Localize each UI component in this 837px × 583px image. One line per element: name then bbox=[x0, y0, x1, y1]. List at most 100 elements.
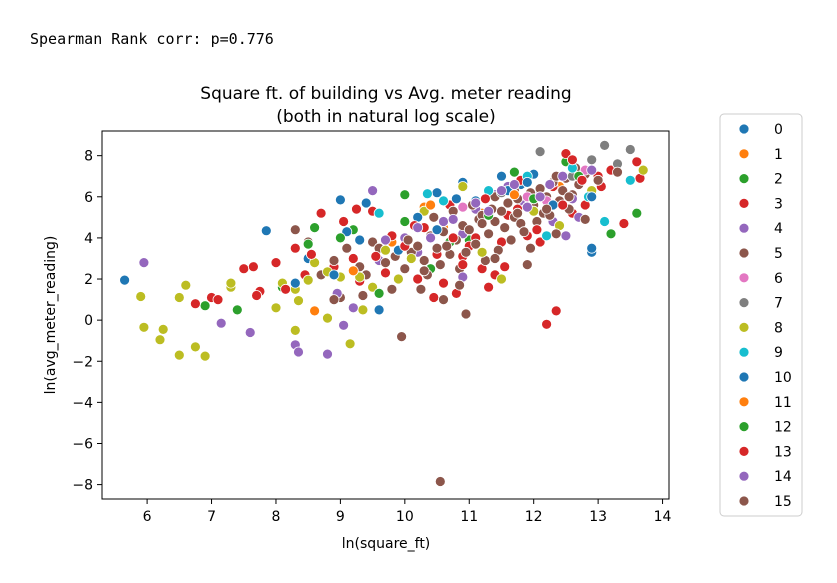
scatter-point-series-0 bbox=[354, 234, 366, 246]
legend-label: 8 bbox=[774, 320, 783, 336]
legend-marker bbox=[738, 495, 750, 507]
scatter-point-series-8 bbox=[199, 350, 211, 362]
scatter-point-series-8 bbox=[225, 277, 237, 289]
scatter-point-series-15 bbox=[357, 290, 369, 301]
scatter-point-series-5 bbox=[434, 259, 446, 271]
scatter-point-series-5 bbox=[380, 257, 391, 269]
scatter-point-series-5 bbox=[289, 224, 301, 236]
scatter-point-series-14 bbox=[586, 164, 598, 176]
scatter-point-series-10 bbox=[289, 277, 301, 289]
scatter-point-series-8 bbox=[476, 246, 488, 258]
legend-marker bbox=[738, 173, 750, 185]
legend-marker bbox=[738, 297, 750, 309]
scatter-point-series-13 bbox=[447, 232, 459, 244]
scatter-point-series-0 bbox=[260, 225, 272, 237]
scatter-point-series-13 bbox=[576, 174, 588, 186]
legend-label: 7 bbox=[774, 296, 783, 312]
scatter-point-series-15 bbox=[512, 207, 523, 219]
scatter-point-series-14 bbox=[138, 257, 150, 269]
x-axis-ticks: 6 7 8 9 10 11 12 13 14 bbox=[143, 499, 672, 525]
scatter-point-series-8 bbox=[380, 244, 391, 256]
legend-label: 1 bbox=[774, 147, 783, 163]
legend-label: 12 bbox=[774, 420, 792, 436]
scatter-point-series-15 bbox=[612, 166, 623, 178]
scatter-point-series-12 bbox=[373, 287, 385, 299]
scatter-point-series-3 bbox=[315, 207, 327, 219]
scatter-point-series-5 bbox=[460, 246, 472, 258]
legend-box bbox=[719, 113, 803, 517]
scatter-point-series-14 bbox=[425, 232, 437, 244]
x-axis-label: ln(square_ft) bbox=[342, 536, 431, 552]
scatter-point-series-9 bbox=[438, 195, 449, 207]
scatter-point-series-8 bbox=[357, 304, 369, 316]
x-tick-label: 10 bbox=[396, 509, 414, 525]
scatter-point-series-5 bbox=[367, 236, 379, 248]
scatter-point-series-13 bbox=[338, 216, 350, 227]
y-tick-label: −8 bbox=[72, 478, 93, 494]
scatter-point-series-2 bbox=[309, 222, 321, 234]
x-tick-label: 12 bbox=[525, 509, 543, 525]
legend-marker bbox=[738, 148, 750, 160]
scatter-point-series-15 bbox=[386, 283, 398, 295]
scatter-point-series-13 bbox=[305, 248, 317, 260]
scatter-point-series-13 bbox=[567, 154, 578, 166]
scatter-point-series-10 bbox=[586, 191, 598, 203]
scatter-point-series-2 bbox=[231, 304, 243, 316]
axes-frame bbox=[101, 130, 670, 500]
scatter-point-series-14 bbox=[322, 348, 333, 360]
scatter-point-series-8 bbox=[496, 273, 507, 285]
scatter-point-series-5 bbox=[460, 308, 472, 320]
scatter-point-series-15 bbox=[476, 218, 488, 229]
scatter-point-series-13 bbox=[280, 283, 292, 295]
scatter-point-series-14 bbox=[544, 179, 556, 190]
legend-label: 9 bbox=[774, 345, 783, 361]
scatter-point-series-14 bbox=[483, 205, 495, 217]
scatter-point-series-8 bbox=[344, 338, 356, 350]
scatter-point-series-15 bbox=[525, 242, 536, 254]
scatter-point-series-9 bbox=[624, 174, 636, 186]
scatter-point-series-6 bbox=[457, 201, 469, 213]
scatter-point-series-5 bbox=[399, 263, 411, 275]
scatter-point-series-3 bbox=[289, 242, 301, 254]
scatter-point-series-15 bbox=[441, 240, 453, 252]
x-tick-label: 11 bbox=[460, 509, 478, 525]
scatter-point-series-5 bbox=[415, 283, 427, 295]
scatter-point-series-15 bbox=[563, 191, 575, 203]
spearman-correlation-text: Spearman Rank corr: p=0.776 bbox=[30, 30, 274, 48]
scatter-point-series-9 bbox=[541, 230, 552, 242]
scatter-point-series-3 bbox=[270, 257, 282, 269]
scatter-point-series-5 bbox=[499, 222, 511, 234]
scatter-point-series-11 bbox=[425, 199, 437, 211]
legend-label: 6 bbox=[774, 271, 783, 287]
scatter-point-series-14 bbox=[412, 222, 424, 234]
scatter-point-series-7 bbox=[534, 146, 546, 158]
scatter-point-series-3 bbox=[560, 148, 572, 160]
scatter-point-series-8 bbox=[457, 181, 469, 192]
scatter-point-series-15 bbox=[402, 234, 414, 246]
scatter-point-series-9 bbox=[599, 216, 610, 227]
scatter-point-series-5 bbox=[470, 238, 482, 250]
scatter-point-series-5 bbox=[396, 331, 408, 343]
scatter-point-series-5 bbox=[463, 224, 475, 236]
scatter-point-series-13 bbox=[212, 294, 224, 306]
scatter-point-series-5 bbox=[518, 226, 530, 238]
scatter-point-series-8 bbox=[392, 273, 404, 285]
scatter-point-series-8 bbox=[289, 324, 301, 336]
scatter-point-series-9 bbox=[373, 207, 385, 219]
x-tick-label: 8 bbox=[272, 509, 281, 525]
y-axis-ticks: −8 −6 −4 −2 0 2 4 6 8 bbox=[72, 149, 102, 494]
scatter-point-series-5 bbox=[502, 197, 514, 209]
scatter-point-series-8 bbox=[138, 321, 150, 333]
scatter-point-series-3 bbox=[618, 218, 630, 229]
legend-label: 11 bbox=[774, 395, 792, 411]
scatter-point-series-3 bbox=[483, 281, 495, 293]
x-tick-label: 7 bbox=[207, 509, 216, 525]
y-tick-label: −6 bbox=[72, 436, 93, 452]
scatter-point-series-5 bbox=[434, 476, 446, 487]
chart-title: Square ft. of building vs Avg. meter rea… bbox=[200, 84, 571, 104]
scatter-point-series-11 bbox=[347, 265, 359, 277]
scatter-point-series-5 bbox=[483, 228, 495, 240]
y-tick-label: 6 bbox=[84, 190, 93, 206]
